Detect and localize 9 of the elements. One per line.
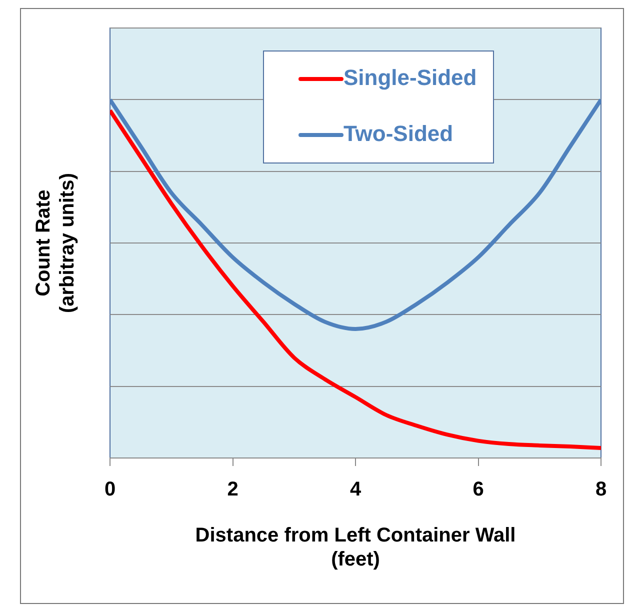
y-axis-title: Count Rate (arbitray units) xyxy=(32,172,79,314)
x-tick-label: 4 xyxy=(350,478,362,501)
x-axis-title: Distance from Left Container Wall (feet) xyxy=(195,524,516,571)
legend-label: Two-Sided xyxy=(344,121,454,146)
x-tick-label: 8 xyxy=(595,478,607,501)
x-tick-label: 2 xyxy=(227,478,238,501)
x-tick-label: 0 xyxy=(104,478,116,501)
legend-label: Single-Sided xyxy=(344,65,477,90)
x-tick-label: 6 xyxy=(472,478,484,501)
